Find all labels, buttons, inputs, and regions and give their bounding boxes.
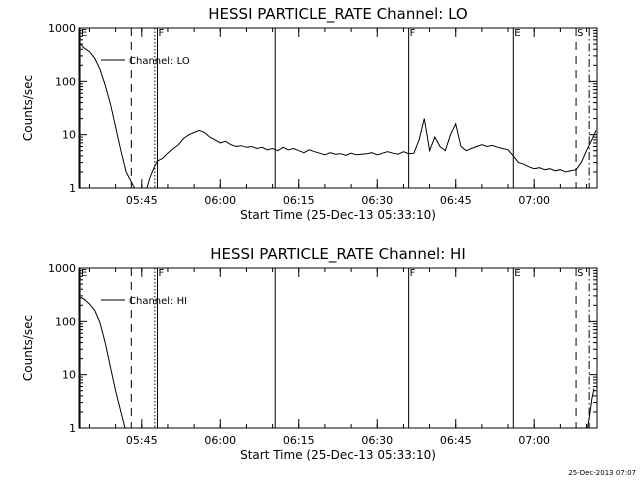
event-flag: F — [410, 28, 416, 39]
x-tick-label: 06:15 — [283, 194, 315, 207]
plot-frame — [78, 27, 598, 189]
legend-label: Channel: LO — [129, 56, 190, 67]
y-tick-label: 10 — [62, 129, 76, 142]
x-tick-label: 05:45 — [126, 434, 158, 447]
event-flag: E — [514, 268, 520, 279]
event-flag: S — [577, 268, 583, 279]
x-tick-label: 06:15 — [283, 434, 315, 447]
event-flag: E — [514, 28, 520, 39]
chart-panel-hi: HESSI PARTICLE_RATE Channel: HI 1 10 100 100… — [21, 245, 598, 462]
series-line — [146, 118, 597, 189]
x-tick-label: 05:45 — [126, 194, 158, 207]
date-stamp: 25-Dec-2013 07:07 — [568, 469, 636, 477]
event-flag: F — [158, 28, 164, 39]
x-tick-label: 06:30 — [361, 194, 393, 207]
y-tick-label: 1 — [69, 182, 76, 195]
y-tick-label: 1000 — [48, 22, 76, 35]
y-axis-label: Counts/sec — [21, 75, 35, 141]
legend-label: Channel: HI — [129, 296, 187, 307]
event-flag: F — [410, 268, 416, 279]
series-line — [80, 297, 126, 429]
y-tick-label: 1 — [69, 422, 76, 435]
y-tick-label: 1000 — [48, 262, 76, 275]
y-tick-label: 100 — [55, 75, 76, 88]
plot-frame — [78, 267, 598, 429]
event-flag: E — [81, 268, 87, 279]
x-axis-label: Start Time (25-Dec-13 05:33:10) — [240, 208, 436, 222]
x-tick-label: 06:00 — [204, 434, 236, 447]
x-axis-label: Start Time (25-Dec-13 05:33:10) — [240, 448, 436, 462]
y-tick-label: 10 — [62, 369, 76, 382]
x-tick-label: 06:00 — [204, 194, 236, 207]
series-line — [587, 388, 595, 429]
event-flag: F — [158, 268, 164, 279]
x-tick-label: 06:45 — [440, 434, 472, 447]
event-flag: S — [577, 28, 583, 39]
series-line — [80, 43, 135, 189]
chart-panel-lo: HESSI PARTICLE_RATE Channel: LO 1 10 100 100… — [21, 5, 598, 222]
event-flag: E — [81, 28, 87, 39]
x-tick-label: 06:45 — [440, 194, 472, 207]
chart-title: HESSI PARTICLE_RATE Channel: LO — [208, 5, 467, 24]
x-tick-label: 07:00 — [518, 194, 550, 207]
chart-title: HESSI PARTICLE_RATE Channel: HI — [210, 245, 466, 264]
x-tick-label: 06:30 — [361, 434, 393, 447]
x-tick-label: 07:00 — [518, 434, 550, 447]
y-axis-label: Counts/sec — [21, 315, 35, 381]
y-tick-label: 100 — [55, 315, 76, 328]
